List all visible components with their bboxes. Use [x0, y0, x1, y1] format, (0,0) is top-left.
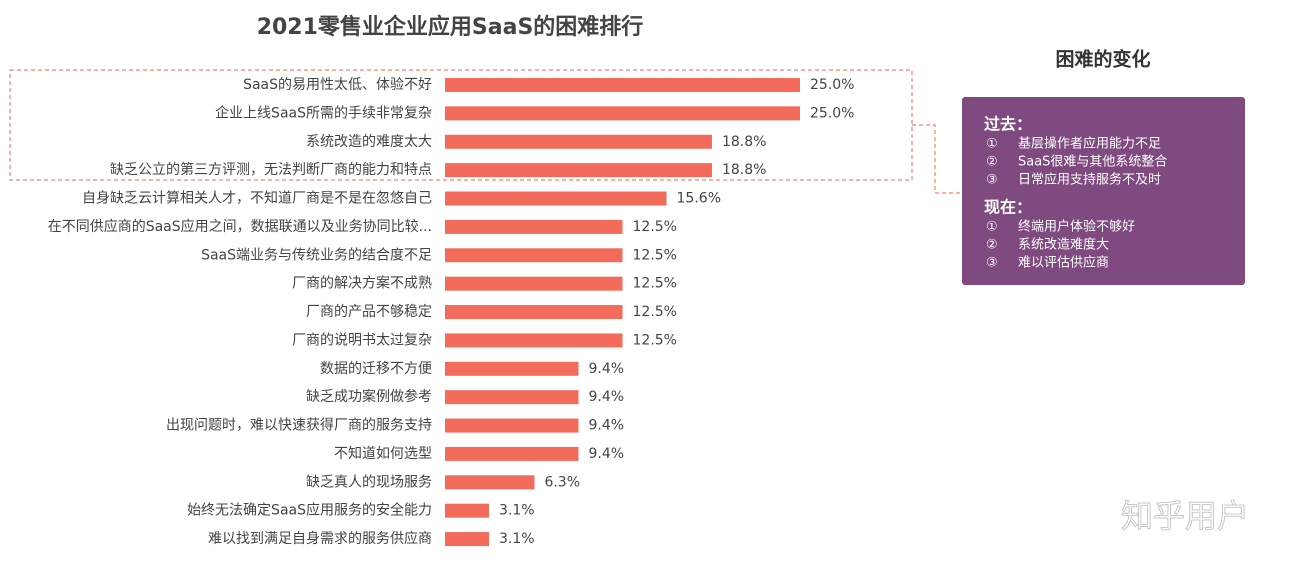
connector — [912, 124, 962, 194]
watermark: 知乎用户 — [1121, 497, 1249, 535]
category-label: SaaS的易用性太低、体验不好 — [243, 77, 432, 93]
category-label: 不知道如何选型 — [334, 445, 432, 462]
category-label: 难以找到满足自身需求的服务供应商 — [208, 530, 432, 547]
panel-item: 难以评估供应商 — [1018, 255, 1109, 271]
category-label: 数据的迁移不方便 — [320, 361, 432, 377]
value-label: 9.4% — [588, 446, 624, 462]
value-label: 12.5% — [633, 219, 677, 235]
bar — [445, 418, 579, 433]
bar — [445, 446, 579, 461]
background-patch — [730, 285, 1300, 564]
category-label: 企业上线SaaS所需的手续非常复杂 — [215, 104, 432, 121]
value-label: 15.6% — [677, 191, 721, 207]
bar — [445, 248, 623, 263]
bar — [445, 503, 490, 518]
value-label: 6.3% — [544, 474, 580, 490]
bar — [445, 134, 712, 149]
value-label: 3.1% — [499, 531, 535, 547]
bar — [445, 106, 800, 121]
category-label: 始终无法确定SaaS应用服务的安全能力 — [187, 502, 432, 519]
panel-item: 基层操作者应用能力不足 — [1018, 136, 1161, 152]
bar — [445, 475, 535, 490]
category-label: 厂商的产品不够稳定 — [306, 304, 432, 320]
bar — [445, 532, 490, 547]
category-label: 自身缺乏云计算相关人才，不知道厂商是不是在忽悠自己 — [82, 190, 432, 207]
value-label: 12.5% — [633, 276, 677, 292]
value-label: 9.4% — [588, 418, 624, 434]
category-label: SaaS端业务与传统业务的结合度不足 — [201, 247, 432, 263]
value-label: 25.0% — [810, 77, 854, 93]
value-label: 12.5% — [633, 332, 677, 348]
value-label: 18.8% — [722, 134, 766, 150]
panel-heading: 现在： — [984, 198, 1032, 217]
category-label: 厂商的解决方案不成熟 — [292, 275, 432, 292]
category-label: 在不同供应商的SaaS应用之间，数据联通以及业务协同比较... — [48, 218, 432, 235]
value-label: 3.1% — [499, 503, 535, 519]
chart-title: 2021零售业企业应用SaaS的困难排行 — [257, 14, 644, 40]
panel-heading: 过去： — [984, 115, 1032, 134]
bar — [445, 163, 712, 178]
panel-item: SaaS很难与其他系统整合 — [1018, 155, 1167, 170]
value-label: 9.4% — [588, 361, 624, 377]
bar — [445, 191, 667, 206]
value-label: 12.5% — [633, 247, 677, 263]
category-label: 缺乏公立的第三方评测，无法判断厂商的能力和特点 — [110, 161, 432, 178]
bar — [445, 276, 623, 291]
panel-box — [962, 97, 1245, 285]
category-label: 系统改造的难度太大 — [306, 134, 432, 150]
panel-item: 日常应用支持服务不及时 — [1018, 172, 1161, 188]
category-label: 缺乏成功案例做参考 — [306, 388, 432, 405]
value-label: 9.4% — [588, 389, 624, 405]
panel-marker: ③ — [986, 256, 998, 271]
panel-marker: ② — [986, 155, 998, 170]
highlight-box — [9, 69, 913, 181]
panel-item: 系统改造难度大 — [1018, 237, 1109, 253]
bar — [445, 305, 623, 320]
value-label: 25.0% — [810, 105, 854, 121]
panel-title: 困难的变化 — [1055, 48, 1150, 71]
panel-item: 终端用户体验不够好 — [1018, 219, 1135, 235]
value-label: 12.5% — [633, 304, 677, 320]
category-label: 缺乏真人的现场服务 — [306, 474, 432, 490]
category-label: 厂商的说明书太过复杂 — [292, 331, 432, 348]
value-label: 18.8% — [722, 162, 766, 178]
panel-marker: ③ — [986, 173, 998, 188]
bar — [445, 219, 623, 234]
panel-marker: ① — [986, 137, 998, 152]
bar — [445, 78, 800, 92]
panel-marker: ② — [986, 238, 998, 253]
panel-content: 过去： ① 基层操作者应用能力不足 ② SaaS很难与其他系统整合 ③ 日常应用支持服务不及… — [984, 115, 1167, 271]
bar — [445, 390, 579, 405]
bar — [445, 333, 623, 348]
category-label: 出现问题时，难以快速获得厂商的服务支持 — [166, 417, 432, 434]
panel-marker: ① — [986, 220, 998, 235]
bar — [445, 361, 579, 376]
